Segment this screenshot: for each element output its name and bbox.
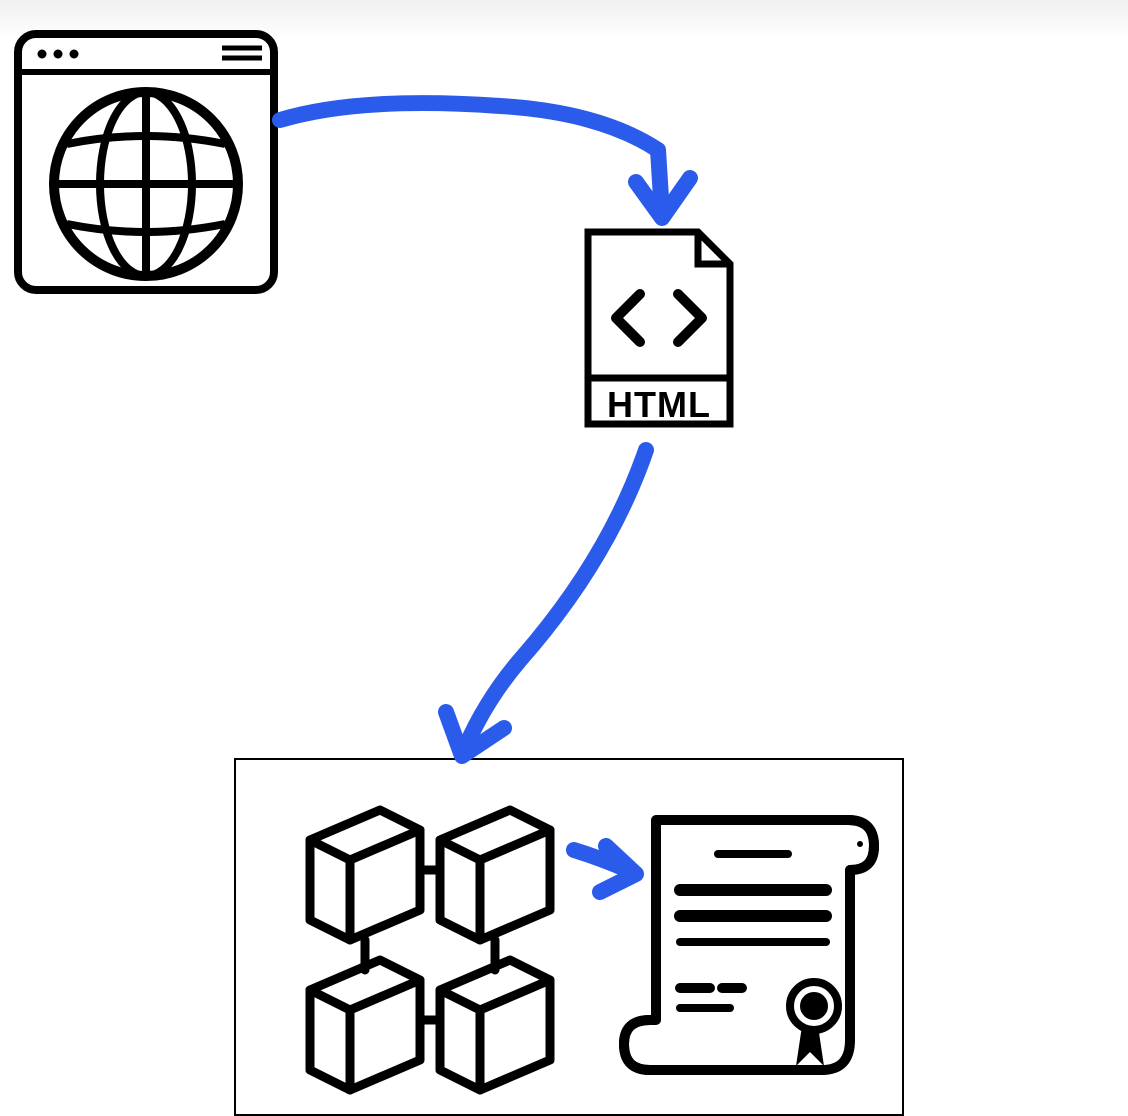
html-file-label: HTML — [580, 384, 738, 426]
html-file-icon: HTML — [580, 224, 738, 432]
blockchain-cubes-icon — [280, 792, 580, 1102]
certificate-scroll-icon — [610, 792, 890, 1102]
arrow-browser-to-html — [280, 103, 662, 214]
browser-globe-icon — [12, 28, 280, 296]
arrow-html-to-box — [466, 450, 646, 746]
